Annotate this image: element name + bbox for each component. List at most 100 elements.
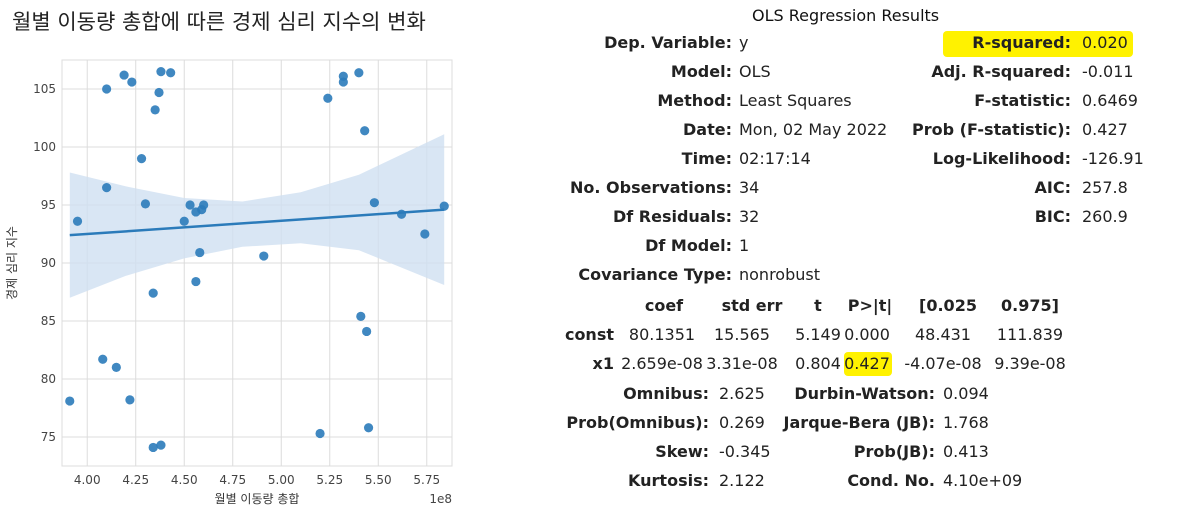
ols-left-value: 34 <box>739 178 760 197</box>
coef-cell: 15.565 <box>714 325 770 344</box>
ols-left-label: Time: <box>681 149 732 168</box>
coef-header-cell: coef <box>644 296 684 315</box>
ols-right-value: 0.427 <box>1082 120 1128 139</box>
scatter-point <box>127 77 137 87</box>
coef-header-cell: [0.025 <box>919 296 977 315</box>
y-axis-label: 경제 심리 지수 <box>5 226 19 300</box>
scatter-point <box>439 201 449 211</box>
scatter-point <box>148 442 158 453</box>
ols-right-label: Adj. R-squared: <box>931 62 1071 81</box>
coef-header-cell: t <box>814 296 822 315</box>
ols-right-label: Prob (F-statistic): <box>912 120 1071 139</box>
coef-cell: 5.149 <box>795 325 841 344</box>
coef-header-cell: 0.975] <box>1001 296 1059 315</box>
chart-title: 월별 이동량 총합에 따른 경제 심리 지수의 변화 <box>12 10 426 34</box>
x-tick-label: 4.50 <box>171 473 198 487</box>
diag-value: 0.269 <box>719 413 765 432</box>
scatter-point <box>156 440 166 450</box>
diag-label: Kurtosis: <box>628 471 709 490</box>
ols-left-label: Df Residuals: <box>612 207 732 226</box>
ols-right-label: R-squared: <box>972 33 1071 52</box>
scatter-point <box>362 326 372 337</box>
scatter-point <box>148 288 158 298</box>
ols-left-label: Dep. Variable: <box>604 33 732 52</box>
diag-value: 2.625 <box>719 384 765 403</box>
ols-right-value: 0.6469 <box>1082 91 1138 110</box>
diag-label: Prob(JB): <box>853 442 935 461</box>
scatter-point <box>166 68 176 78</box>
y-tick-label: 85 <box>41 314 56 328</box>
coef-row-name: x1 <box>592 354 614 373</box>
diag-label: Prob(Omnibus): <box>566 413 709 432</box>
scatter-point <box>360 126 370 136</box>
ols-right-label: AIC: <box>1034 178 1071 197</box>
scatter-point <box>338 77 348 87</box>
scatter-point <box>315 428 325 439</box>
scatter-point <box>420 229 430 239</box>
ols-left-value: 02:17:14 <box>739 149 811 168</box>
ols-left-label: No. Observations: <box>569 178 732 197</box>
scatter-point <box>185 200 195 210</box>
diag-label: Durbin-Watson: <box>794 384 935 403</box>
scatter-point <box>199 200 209 210</box>
ols-right-label: F-statistic: <box>974 91 1071 110</box>
x-offset-label: 1e8 <box>429 492 452 506</box>
scatter-point <box>354 68 364 78</box>
ols-left-value: Mon, 02 May 2022 <box>739 120 888 139</box>
scatter-point <box>156 67 166 77</box>
diag-label: Cond. No. <box>847 471 935 490</box>
ols-left-label: Model: <box>670 62 732 81</box>
ols-title: OLS Regression Results <box>752 6 940 25</box>
ols-left-value: 1 <box>739 236 750 255</box>
diag-label: Jarque-Bera (JB): <box>783 413 935 432</box>
ols-right-label: Log-Likelihood: <box>932 149 1071 168</box>
coef-header-cell: std err <box>721 296 783 315</box>
scatter-point <box>125 395 135 405</box>
diag-value: 1.768 <box>943 413 989 432</box>
ols-left-value: nonrobust <box>739 265 820 284</box>
ols-left-label: Date: <box>683 120 732 139</box>
scatter-point <box>356 311 366 321</box>
diag-value: 0.094 <box>943 384 989 403</box>
scatter-point <box>179 216 189 226</box>
ols-left-value: y <box>739 33 749 52</box>
x-tick-label: 4.00 <box>74 473 101 487</box>
p-value-highlight <box>844 352 892 376</box>
scatter-point <box>323 93 333 103</box>
scatter-point <box>136 154 147 164</box>
y-tick-label: 75 <box>41 430 56 444</box>
coef-cell: 48.431 <box>915 325 971 344</box>
x-tick-label: 5.75 <box>413 473 440 487</box>
coef-cell: 111.839 <box>996 325 1064 344</box>
coef-row-name: const <box>564 325 614 344</box>
ols-left-value: 32 <box>739 207 760 226</box>
scatter-point <box>65 396 75 406</box>
y-tick-label: 95 <box>41 198 56 212</box>
coef-cell: 0.000 <box>844 325 890 344</box>
ols-left-value: Least Squares <box>739 91 852 110</box>
coef-cell: 9.39e-08 <box>994 354 1066 373</box>
scatter-point <box>140 199 151 209</box>
ols-right-label: BIC: <box>1034 207 1071 226</box>
diag-value: 2.122 <box>719 471 765 490</box>
x-axis-label: 월별 이동량 총합 <box>215 492 300 506</box>
ols-left-label: Df Model: <box>645 236 732 255</box>
scatter-point <box>98 354 108 364</box>
diag-value: 4.10e+09 <box>943 471 1023 490</box>
diag-value: 0.413 <box>943 442 989 461</box>
ols-right-value: 260.9 <box>1082 207 1128 226</box>
ols-right-value: -126.91 <box>1082 149 1144 168</box>
y-tick-label: 80 <box>41 372 56 386</box>
ols-left-label: Method: <box>657 91 732 110</box>
coef-cell: 0.804 <box>795 354 841 373</box>
y-tick-label: 105 <box>33 82 56 96</box>
coef-cell: -4.07e-08 <box>904 354 982 373</box>
x-tick-label: 5.25 <box>316 473 343 487</box>
scatter-point <box>102 183 112 193</box>
x-tick-label: 5.00 <box>268 473 295 487</box>
confidence-band <box>69 134 445 298</box>
scatter-point <box>396 209 407 219</box>
y-tick-label: 100 <box>33 140 56 154</box>
coef-header-cell: P>|t| <box>847 296 893 315</box>
scatter-point <box>191 276 201 287</box>
